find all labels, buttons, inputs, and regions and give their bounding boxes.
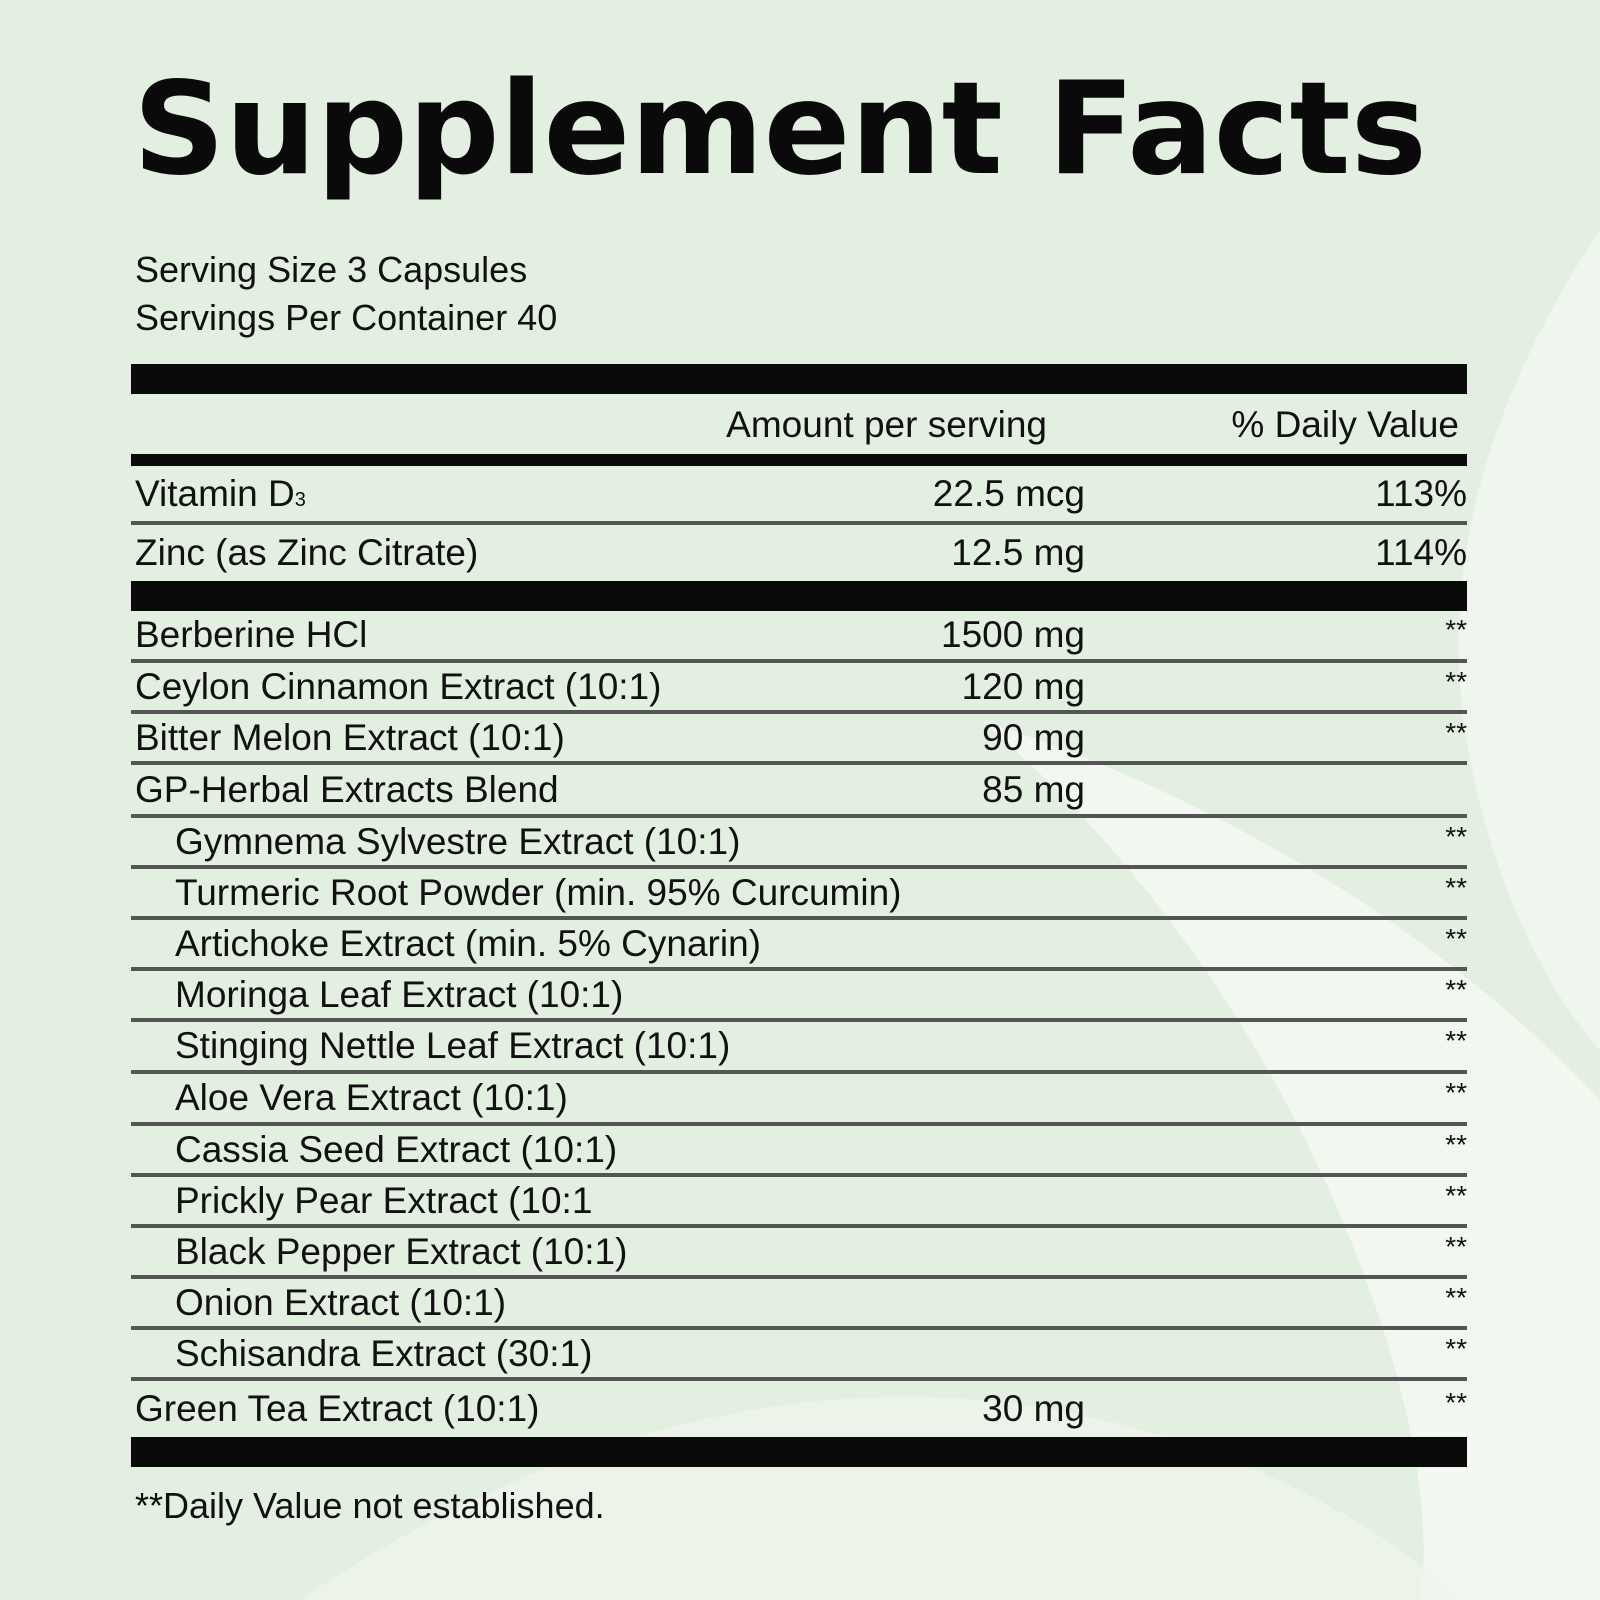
- serving-info: Serving Size 3 Capsules Servings Per Con…: [131, 246, 1467, 342]
- blend-item-name: Moringa Leaf Extract (10:1): [175, 973, 624, 1015]
- ingredient-daily-value: **: [1445, 614, 1467, 646]
- table-row: Stinging Nettle Leaf Extract (10:1) **: [131, 1022, 1467, 1074]
- blend-item-name: Stinging Nettle Leaf Extract (10:1): [175, 1025, 731, 1066]
- column-header: Amount per serving % Daily Value: [131, 394, 1467, 454]
- ingredient-amount: 90 mg: [982, 716, 1085, 758]
- nutrient-daily-value: 114%: [1375, 532, 1467, 573]
- table-row: Gymnema Sylvestre Extract (10:1) **: [131, 818, 1467, 869]
- supplement-facts-panel: Supplement Facts Serving Size 3 Capsules…: [131, 60, 1467, 1527]
- thick-divider: [131, 1437, 1467, 1467]
- page-title: Supplement Facts: [133, 55, 1427, 204]
- ingredient-name: Berberine HCl: [135, 614, 368, 655]
- blend-item-daily-value: **: [1445, 1281, 1467, 1313]
- table-row: Ceylon Cinnamon Extract (10:1) 120 mg **: [131, 663, 1467, 714]
- table-row: Green Tea Extract (10:1) 30 mg **: [131, 1381, 1467, 1437]
- blend-item-daily-value: **: [1445, 871, 1467, 903]
- table-row: Black Pepper Extract (10:1) **: [131, 1228, 1467, 1279]
- ingredient-amount: 120 mg: [961, 665, 1085, 707]
- daily-value-column-header: % Daily Value: [1231, 404, 1459, 445]
- ingredient-daily-value: **: [1445, 716, 1467, 748]
- serving-size: Serving Size 3 Capsules: [135, 249, 528, 290]
- blend-item-name: Turmeric Root Powder (min. 95% Curcumin): [175, 871, 902, 913]
- ingredient-name: Ceylon Cinnamon Extract (10:1): [135, 665, 662, 707]
- table-row: Schisandra Extract (30:1) **: [131, 1330, 1467, 1381]
- thick-divider: [131, 364, 1467, 394]
- blend-item-daily-value: **: [1445, 1179, 1467, 1211]
- table-row: Zinc (as Zinc Citrate) 12.5 mg 114%: [131, 525, 1467, 581]
- blend-item-name: Onion Extract (10:1): [175, 1281, 507, 1323]
- mid-divider: [131, 454, 1467, 466]
- blend-item-daily-value: **: [1445, 820, 1467, 852]
- table-row: Vitamin D3 22.5 mcg 113%: [131, 466, 1467, 525]
- table-row: Moringa Leaf Extract (10:1) **: [131, 971, 1467, 1022]
- table-row: Prickly Pear Extract (10:1 **: [131, 1177, 1467, 1228]
- nutrient-amount: 12.5 mg: [951, 532, 1085, 573]
- nutrient-daily-value: 113%: [1375, 472, 1467, 514]
- ingredient-name: Bitter Melon Extract (10:1): [135, 716, 565, 758]
- table-row: Aloe Vera Extract (10:1) **: [131, 1074, 1467, 1126]
- blend-item-name: Cassia Seed Extract (10:1): [175, 1128, 618, 1170]
- ingredient-name: Green Tea Extract (10:1): [135, 1388, 540, 1429]
- footnote: **Daily Value not established.: [135, 1485, 605, 1526]
- blend-item-name: Artichoke Extract (min. 5% Cynarin): [175, 922, 762, 964]
- ingredient-amount: 30 mg: [982, 1388, 1085, 1429]
- thick-divider: [131, 581, 1467, 611]
- table-row: Turmeric Root Powder (min. 95% Curcumin)…: [131, 869, 1467, 920]
- blend-item-daily-value: **: [1445, 1332, 1467, 1364]
- nutrient-amount: 22.5 mcg: [932, 472, 1085, 514]
- blend-item-name: Prickly Pear Extract (10:1: [175, 1179, 593, 1221]
- ingredient-daily-value: **: [1445, 1387, 1467, 1419]
- blend-item-name: Schisandra Extract (30:1): [175, 1332, 593, 1374]
- table-row: Bitter Melon Extract (10:1) 90 mg **: [131, 714, 1467, 765]
- blend-item-name: Aloe Vera Extract (10:1): [175, 1077, 568, 1118]
- blend-item-name: Gymnema Sylvestre Extract (10:1): [175, 820, 741, 862]
- nutrient-name: Vitamin D3: [135, 472, 306, 514]
- blend-item-daily-value: **: [1445, 1128, 1467, 1160]
- blend-item-daily-value: **: [1445, 1230, 1467, 1262]
- table-row: Berberine HCl 1500 mg **: [131, 611, 1467, 663]
- table-row: GP-Herbal Extracts Blend 85 mg: [131, 765, 1467, 818]
- blend-item-daily-value: **: [1445, 1077, 1467, 1109]
- nutrient-name: Zinc (as Zinc Citrate): [135, 532, 479, 573]
- blend-item-daily-value: **: [1445, 973, 1467, 1005]
- table-row: Onion Extract (10:1) **: [131, 1279, 1467, 1330]
- blend-item-daily-value: **: [1445, 922, 1467, 954]
- table-row: Cassia Seed Extract (10:1) **: [131, 1126, 1467, 1177]
- ingredient-daily-value: **: [1445, 665, 1467, 697]
- ingredient-amount: 85 mg: [982, 768, 1085, 810]
- blend-item-daily-value: **: [1445, 1025, 1467, 1057]
- servings-per-container: Servings Per Container 40: [135, 297, 558, 338]
- amount-column-header: Amount per serving: [726, 404, 1047, 445]
- table-row: Artichoke Extract (min. 5% Cynarin) **: [131, 920, 1467, 971]
- ingredient-amount: 1500 mg: [941, 614, 1085, 655]
- ingredient-name: GP-Herbal Extracts Blend: [135, 768, 559, 810]
- blend-item-name: Black Pepper Extract (10:1): [175, 1230, 628, 1272]
